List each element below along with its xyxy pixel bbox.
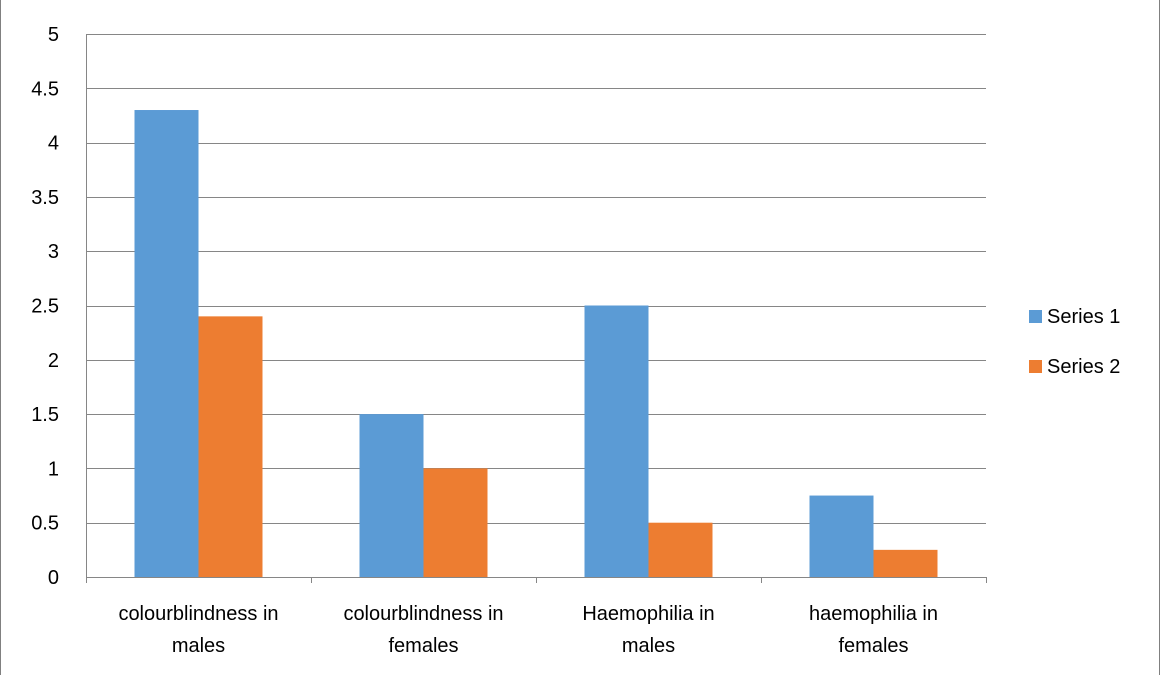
y-tick-label: 2 [48, 350, 59, 372]
bar-series-2 [648, 522, 713, 577]
x-category-label-line: colourblindness in [343, 603, 503, 625]
x-category-label-line: haemophilia in [809, 603, 938, 625]
y-tick-label: 0.5 [31, 513, 59, 535]
bar-series-2 [198, 316, 263, 577]
y-tick-label: 3.5 [31, 187, 59, 209]
x-category-label-line: females [838, 635, 908, 657]
legend: Series 1 Series 2 [1029, 306, 1120, 378]
x-category-label: Haemophilia in males [582, 603, 714, 657]
x-category-label: haemophilia in females [809, 603, 938, 657]
x-category-label-line: Haemophilia in [582, 603, 714, 625]
y-tick-label: 1 [48, 458, 59, 480]
x-category-label-line: colourblindness in [118, 603, 278, 625]
y-tick-label: 4.5 [31, 78, 59, 100]
axes [86, 34, 987, 583]
x-category-label: colourblindness in males [118, 603, 278, 657]
bar-series-1 [359, 414, 424, 577]
bar-series-2 [423, 468, 488, 577]
legend-label: Series 2 [1047, 356, 1120, 378]
bar-series-1 [809, 495, 874, 577]
bar-series-2 [873, 549, 938, 577]
y-tick-label: 1.5 [31, 404, 59, 426]
y-tick-label: 3 [48, 241, 59, 263]
bar-series-1 [134, 110, 199, 578]
y-tick-label: 5 [48, 24, 59, 46]
bars [134, 110, 938, 578]
x-category-label-line: males [172, 635, 225, 657]
y-tick-label: 4 [48, 133, 59, 155]
y-axis-tick-labels: 0 0.5 1 1.5 2 2.5 3 3.5 4 4.5 5 [31, 24, 59, 589]
x-category-label-line: males [622, 635, 675, 657]
y-tick-label: 0 [48, 567, 59, 589]
x-category-label-line: females [388, 635, 458, 657]
y-tick-label: 2.5 [31, 296, 59, 318]
legend-label: Series 1 [1047, 306, 1120, 328]
legend-swatch [1029, 310, 1042, 323]
x-category-label: colourblindness in females [343, 603, 503, 657]
bar-series-1 [584, 305, 649, 577]
legend-swatch [1029, 360, 1042, 373]
